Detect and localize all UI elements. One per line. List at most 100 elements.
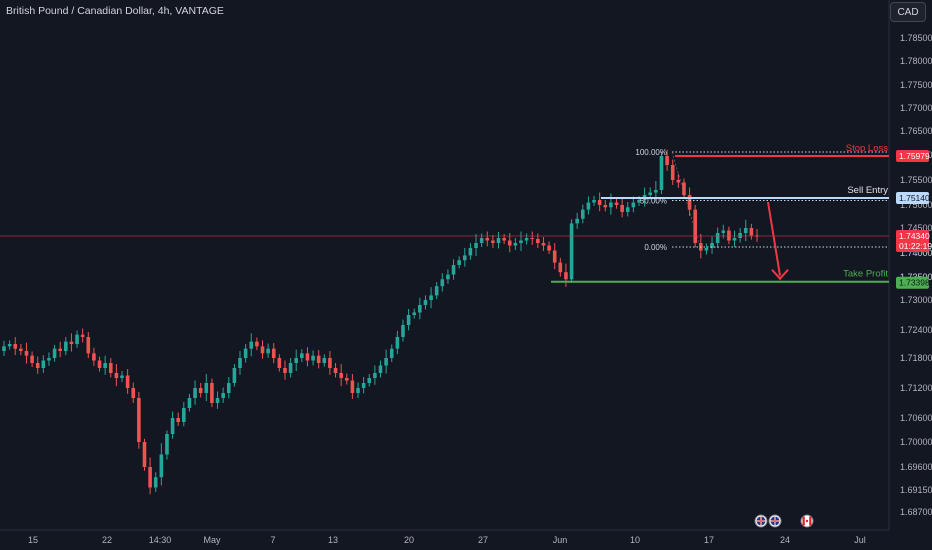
candle [120,371,124,383]
candle-body [440,279,445,287]
candle-body [255,341,259,347]
candle [558,257,563,277]
candle [294,349,299,372]
candle-body [210,383,214,403]
stop-loss-price-tag: 1.75979 [896,150,930,163]
candle [418,297,422,320]
candle-body [226,383,231,393]
candle-body [361,383,366,388]
candle-body [75,334,79,344]
candle [114,364,119,387]
candle-body [519,240,523,243]
y-tick-label: 1.72400 [900,325,932,335]
candle-body [165,434,169,455]
candle [367,374,372,387]
candle [344,373,349,385]
candle [457,256,461,269]
candle [221,387,225,403]
candle [597,192,602,212]
candle-body [176,418,181,422]
candle-body [356,388,360,393]
y-tick-label: 1.77000 [900,103,932,113]
candle-body [479,238,484,243]
candle [395,330,400,355]
candle [406,309,411,331]
candle-body [704,248,709,251]
candle [159,443,164,486]
ca-flag-event-icon[interactable] [800,514,814,528]
candle-body [120,375,124,378]
candle-body [710,243,714,248]
candle-body [41,360,46,368]
candle [13,337,18,355]
candle [283,360,287,380]
flag-band [809,516,812,526]
currency-button[interactable]: CAD [890,2,926,22]
candle [131,382,136,403]
candle [176,412,181,426]
candle [69,333,74,352]
candle [682,178,686,199]
candle-body [187,398,192,408]
candle-body [732,238,737,241]
candle [86,331,91,358]
candle-body [69,341,74,344]
uk-flag-event-icon[interactable] [754,514,768,528]
candle-body [148,467,152,488]
candle [356,382,360,398]
candle-body [457,260,461,265]
candle-body [19,348,23,351]
candle [350,374,355,399]
candle-body [541,243,546,246]
candle [266,343,270,358]
stop-loss-label: Stop Loss [846,143,888,154]
candle [446,269,450,284]
candle [125,369,130,394]
candle [749,223,754,240]
candle-body [288,363,293,373]
candle-body [249,341,254,349]
x-tick-label: 24 [780,535,790,545]
candle [210,378,214,408]
candle-body [406,315,411,325]
fib-trendline [671,151,701,248]
candle [434,282,439,300]
candle-body [198,388,203,393]
candle-body [24,351,29,356]
candle-body [243,348,248,358]
candle [552,243,557,270]
candle [519,231,523,252]
candle [569,219,574,284]
candle [215,391,220,409]
candle-body [170,418,175,434]
candle-body [654,190,658,193]
uk-flag-event-icon[interactable] [768,514,782,528]
candle [687,187,692,216]
x-tick-label: May [203,535,221,545]
candle [631,196,636,213]
candle-body [389,348,394,358]
sell-entry-price-tag-text: 1.75140 [899,193,930,203]
candle [153,472,158,492]
candle-body [35,363,40,368]
candle [485,231,490,247]
candle-body [412,312,417,315]
candle-body [418,305,422,313]
x-tick-label: Jun [553,535,568,545]
candle-body [592,200,596,203]
candle [64,337,68,356]
candle-body [609,202,613,208]
candle-body [693,209,697,243]
candle-body [580,209,585,219]
candle-body [86,337,91,354]
y-tick-label: 1.78500 [900,33,932,43]
candle-body [182,408,186,422]
stop-loss-price-tag-text: 1.75979 [899,151,930,161]
candle [311,350,315,366]
candle [249,333,254,357]
candle-body [687,195,692,210]
candle-body [625,207,630,212]
candle-body [114,373,119,378]
